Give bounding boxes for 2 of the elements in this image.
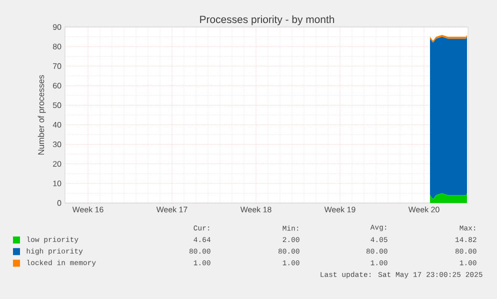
chart-title: Processes priority - by month [200,15,334,26]
y-axis-title: Number of processes [38,75,46,155]
